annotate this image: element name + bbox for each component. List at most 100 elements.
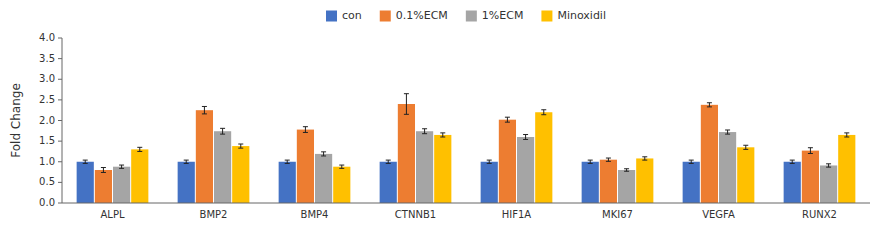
y-tick <box>58 141 62 142</box>
y-tick <box>58 58 62 59</box>
error-cap <box>440 132 445 133</box>
error-cap <box>386 163 391 164</box>
bar <box>214 131 231 203</box>
error-bar <box>642 157 647 160</box>
error-line <box>810 148 811 154</box>
series <box>95 94 819 203</box>
error-bar <box>119 165 124 168</box>
error-bar <box>487 160 492 163</box>
legend-label: Minoxidil <box>557 9 606 22</box>
error-cap <box>541 109 546 110</box>
y-axis-label: Fold Change <box>9 83 23 158</box>
legend-swatch <box>541 11 552 22</box>
error-cap <box>624 168 629 169</box>
error-line <box>525 135 526 140</box>
error-bar <box>339 165 344 168</box>
bars <box>77 94 856 203</box>
error-line <box>543 110 544 115</box>
bar <box>802 151 819 203</box>
error-line <box>424 129 425 134</box>
error-bar <box>285 160 290 163</box>
error-cap <box>790 163 795 164</box>
y-tick <box>58 99 62 100</box>
error-cap <box>184 160 189 161</box>
error-cap <box>725 134 730 135</box>
error-cap <box>101 172 106 173</box>
error-line <box>222 128 223 134</box>
error-bar <box>689 160 694 163</box>
y-axis-line <box>62 38 63 203</box>
error-cap <box>606 161 611 162</box>
error-cap <box>440 137 445 138</box>
error-cap <box>725 129 730 130</box>
error-cap <box>505 117 510 118</box>
error-bar <box>624 169 629 171</box>
error-bar <box>83 160 88 163</box>
error-bar <box>184 160 189 163</box>
legend-item: Minoxidil <box>541 9 606 22</box>
error-bar <box>588 160 593 163</box>
error-cap <box>184 163 189 164</box>
bar <box>297 130 314 203</box>
y-tick-label: 2.5 <box>39 94 55 105</box>
y-tick-label: 4.0 <box>39 32 55 43</box>
error-cap <box>339 168 344 169</box>
error-cap <box>808 147 813 148</box>
y-tick-label: 0.0 <box>39 197 55 208</box>
error-bar <box>386 160 391 163</box>
series <box>131 110 855 203</box>
bar <box>380 162 397 203</box>
error-cap <box>541 114 546 115</box>
error-cap <box>624 171 629 172</box>
error-line <box>442 133 443 137</box>
error-cap <box>83 163 88 164</box>
error-bar <box>202 106 207 113</box>
error-cap <box>790 160 795 161</box>
error-line <box>406 94 407 115</box>
legend-label: 0.1%ECM <box>396 9 448 22</box>
bar <box>535 112 552 203</box>
error-bar <box>541 110 546 115</box>
legend-swatch <box>380 11 391 22</box>
x-tick-label: CTNNB1 <box>395 209 436 220</box>
bar <box>279 162 296 203</box>
bar <box>618 170 635 203</box>
error-bar <box>303 127 308 133</box>
x-tick-label: MKI67 <box>602 209 633 220</box>
error-cap <box>844 132 849 133</box>
legend: con0.1%ECM1%ECMMinoxidil <box>326 9 606 22</box>
error-cap <box>386 160 391 161</box>
error-line <box>240 144 241 148</box>
bar <box>398 104 415 203</box>
y-tick-label: 3.5 <box>39 53 55 64</box>
error-cap <box>101 167 106 168</box>
error-cap <box>642 160 647 161</box>
bar <box>784 162 801 203</box>
error-bar <box>404 94 409 115</box>
error-cap <box>137 151 142 152</box>
error-bar <box>743 145 748 149</box>
error-cap <box>606 158 611 159</box>
error-line <box>507 117 508 122</box>
error-cap <box>220 128 225 129</box>
error-cap <box>339 165 344 166</box>
error-line <box>846 133 847 137</box>
bar <box>499 120 516 203</box>
error-line <box>745 145 746 149</box>
error-bar <box>220 128 225 134</box>
error-line <box>103 168 104 173</box>
y-tick <box>58 203 62 204</box>
legend-swatch <box>466 11 477 22</box>
bar <box>701 105 718 203</box>
bar <box>481 162 498 203</box>
error-line <box>727 130 728 134</box>
y-tick-label: 2.0 <box>39 115 55 126</box>
x-tick-label: RUNX2 <box>802 209 837 220</box>
error-cap <box>826 167 831 168</box>
bar <box>95 170 112 203</box>
bar <box>131 149 148 203</box>
error-cap <box>743 149 748 150</box>
error-cap <box>285 160 290 161</box>
series <box>113 128 837 203</box>
error-line <box>709 103 710 107</box>
